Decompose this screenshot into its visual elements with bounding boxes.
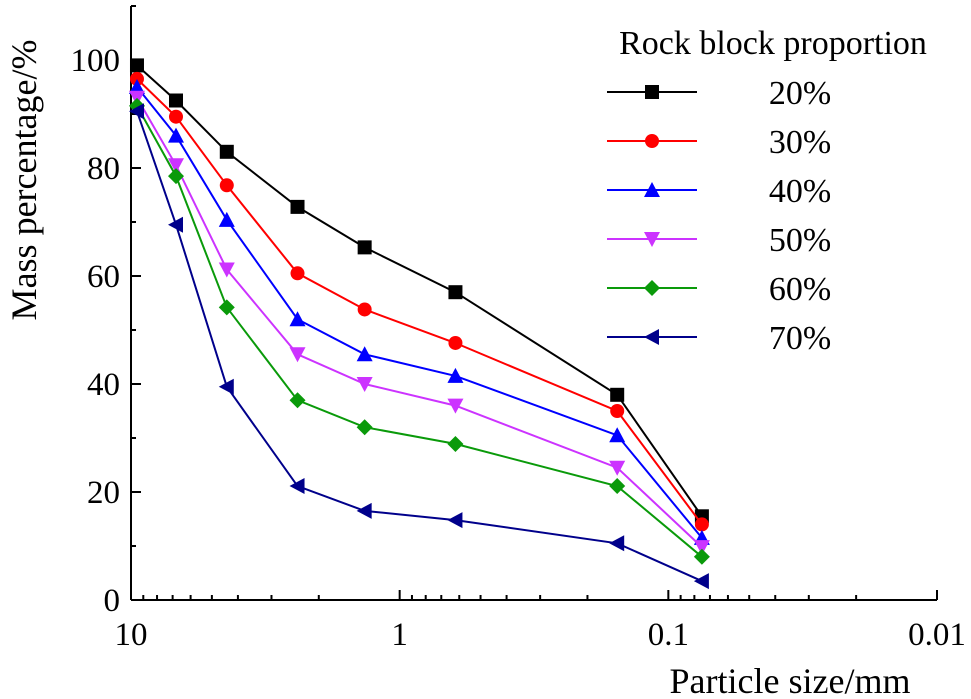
series-30-percent bbox=[129, 71, 709, 532]
data-point bbox=[128, 103, 144, 120]
data-point bbox=[289, 311, 306, 327]
data-point bbox=[218, 299, 235, 316]
data-point bbox=[129, 58, 144, 73]
axes: 0 20 40 60 80 100 10 1 0.1 0.01 bbox=[71, 5, 966, 653]
data-point bbox=[218, 262, 235, 278]
series-line bbox=[136, 64, 703, 517]
legend-marker bbox=[645, 134, 659, 148]
legend-marker bbox=[644, 280, 660, 296]
y-tick-label: 0 bbox=[104, 583, 121, 619]
data-point bbox=[693, 548, 710, 565]
data-point bbox=[609, 460, 626, 476]
legend-item: 70% bbox=[607, 320, 831, 357]
legend-label: 30% bbox=[769, 124, 831, 161]
data-point bbox=[447, 367, 464, 383]
series-line bbox=[136, 86, 703, 539]
x-tick-label: 10 bbox=[115, 617, 148, 653]
data-point bbox=[129, 71, 144, 86]
legend-item: 30% bbox=[607, 124, 831, 161]
data-point bbox=[218, 211, 235, 227]
legend: 20% 30% 40% 50% 60% 70% bbox=[607, 75, 831, 357]
data-point bbox=[357, 302, 372, 317]
legend-title: Rock block proportion bbox=[619, 25, 927, 62]
y-tick-label: 60 bbox=[87, 259, 120, 295]
y-tick-label: 80 bbox=[87, 151, 120, 187]
y-tick-label: 40 bbox=[87, 367, 120, 403]
legend-label: 60% bbox=[769, 271, 831, 308]
x-axis-title: Particle size/mm bbox=[670, 661, 911, 699]
data-point bbox=[447, 512, 463, 529]
data-point bbox=[694, 517, 709, 532]
data-point bbox=[356, 502, 372, 519]
y-axis-title: Mass percentage/% bbox=[4, 40, 44, 321]
data-point bbox=[448, 335, 463, 350]
data-point bbox=[168, 93, 183, 108]
x-tick-label: 1 bbox=[391, 617, 408, 653]
data-point bbox=[290, 266, 305, 281]
data-point bbox=[167, 158, 184, 174]
series-line bbox=[136, 97, 703, 548]
data-point bbox=[128, 79, 145, 94]
data-point bbox=[610, 387, 625, 402]
legend-item: 50% bbox=[607, 222, 831, 259]
data-point bbox=[693, 573, 709, 590]
legend-label: 40% bbox=[769, 173, 831, 210]
series-40-percent bbox=[128, 79, 710, 545]
series-layer bbox=[128, 58, 710, 590]
data-point bbox=[167, 168, 184, 185]
data-point bbox=[609, 478, 626, 495]
legend-item: 20% bbox=[607, 75, 831, 112]
data-point bbox=[219, 178, 234, 193]
series-line bbox=[136, 110, 703, 583]
data-point bbox=[356, 377, 373, 392]
data-point bbox=[447, 435, 464, 452]
data-point bbox=[167, 216, 183, 233]
data-point bbox=[693, 540, 710, 556]
legend-item: 60% bbox=[607, 271, 831, 308]
series-60-percent bbox=[128, 97, 710, 565]
x-tick-label: 0.1 bbox=[648, 617, 689, 653]
data-point bbox=[447, 398, 464, 414]
data-point bbox=[448, 285, 463, 300]
legend-label: 50% bbox=[769, 222, 831, 259]
series-line bbox=[136, 78, 703, 525]
legend-marker bbox=[644, 182, 660, 197]
data-point bbox=[610, 404, 625, 418]
data-point bbox=[356, 419, 373, 436]
data-point bbox=[609, 535, 625, 552]
y-tick-label: 100 bbox=[71, 43, 121, 79]
legend-label: 70% bbox=[769, 320, 831, 357]
data-point bbox=[357, 240, 372, 255]
series-70-percent bbox=[128, 103, 709, 590]
data-point bbox=[289, 347, 306, 363]
data-point bbox=[289, 392, 306, 409]
data-point bbox=[289, 478, 305, 495]
series-20-percent bbox=[129, 58, 709, 524]
legend-label: 20% bbox=[769, 75, 831, 112]
data-point bbox=[609, 427, 626, 443]
data-point bbox=[218, 378, 234, 395]
series-line bbox=[136, 105, 703, 558]
legend-marker bbox=[644, 232, 660, 247]
y-tick-label: 20 bbox=[87, 475, 120, 511]
legend-marker bbox=[645, 85, 659, 99]
data-point bbox=[356, 346, 373, 362]
data-point bbox=[290, 199, 305, 214]
data-point bbox=[219, 144, 234, 159]
data-point bbox=[168, 109, 183, 124]
data-point bbox=[167, 127, 184, 143]
x-tick-label: 0.01 bbox=[908, 617, 966, 653]
legend-item: 40% bbox=[607, 173, 831, 210]
legend-marker bbox=[644, 329, 659, 345]
